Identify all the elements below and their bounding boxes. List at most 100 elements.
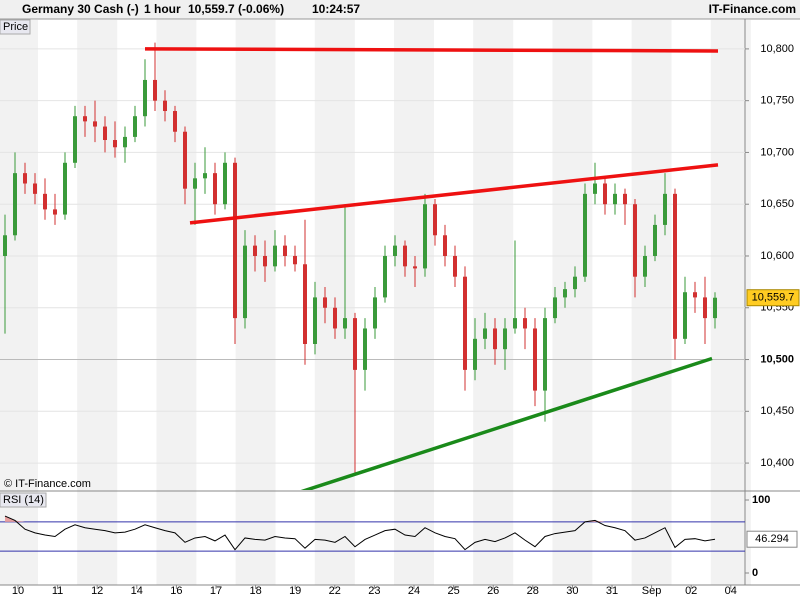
- candle-body: [593, 183, 597, 194]
- last-price-tag: [746, 289, 800, 307]
- candle-body: [683, 292, 687, 339]
- candle-body: [233, 162, 237, 319]
- candle-body: [293, 255, 297, 265]
- candle-body: [483, 328, 487, 339]
- candle-body: [203, 173, 207, 179]
- x-tick-label: 12: [91, 585, 103, 597]
- x-tick-label: 24: [408, 585, 420, 597]
- x-tick-label: 30: [566, 585, 578, 597]
- x-tick-label: 19: [289, 585, 301, 597]
- candle-body: [713, 297, 717, 319]
- candle-body: [113, 140, 117, 148]
- x-tick-label: 10: [12, 585, 24, 597]
- candle-body: [103, 126, 107, 141]
- trendline: [300, 356, 713, 490]
- candle-body: [323, 297, 327, 308]
- day-band: [552, 20, 593, 585]
- rsi-line: [4, 515, 716, 551]
- y-tick-label: 10,400: [760, 457, 794, 469]
- day-band: [235, 20, 276, 585]
- x-tick-label: Sep: [642, 585, 662, 597]
- x-tick-label: 16: [170, 585, 182, 597]
- candle-body: [333, 307, 337, 329]
- day-band: [77, 20, 118, 585]
- x-tick-label: 22: [329, 585, 341, 597]
- candle-body: [63, 162, 67, 215]
- rsi-last-label: 46.294: [755, 533, 789, 545]
- candle-body: [423, 204, 427, 269]
- header-bar: [0, 0, 800, 19]
- title: Germany 30 Cash (-): [22, 2, 139, 16]
- x-tick-label: 31: [606, 585, 618, 597]
- y-tick-label: 10,500: [760, 353, 794, 365]
- candle-body: [163, 100, 167, 112]
- candle-body: [303, 264, 307, 344]
- candle-body: [513, 318, 517, 329]
- candle-body: [273, 245, 277, 267]
- brand: IT-Finance.com: [709, 2, 796, 16]
- candle-body: [173, 111, 177, 132]
- candle-body: [473, 338, 477, 370]
- x-tick-label: 23: [368, 585, 380, 597]
- candle-body: [123, 136, 127, 148]
- x-tick-label: 14: [131, 585, 143, 597]
- x-tick-label: 11: [52, 585, 63, 597]
- candle-body: [443, 235, 447, 256]
- candle-body: [553, 297, 557, 319]
- x-tick-label: 02: [685, 585, 697, 597]
- y-tick-label: 10,750: [760, 95, 794, 107]
- candle-body: [393, 245, 397, 256]
- y-tick-label: 10,600: [760, 250, 794, 262]
- candle-body: [313, 297, 317, 344]
- candle-body: [143, 79, 147, 117]
- candle-body: [623, 193, 627, 205]
- candle-body: [653, 224, 657, 256]
- candle-body: [43, 193, 47, 210]
- candle-body: [353, 318, 357, 370]
- candle-body: [403, 245, 407, 267]
- candle-body: [243, 245, 247, 319]
- candle-body: [153, 79, 157, 101]
- candle-body: [213, 173, 217, 205]
- candle-body: [453, 255, 457, 277]
- candle-body: [3, 235, 7, 256]
- candle-body: [703, 297, 707, 319]
- quote: 10,559.7 (-0.06%): [188, 2, 284, 16]
- candle-body: [663, 193, 667, 225]
- x-tick-label: 17: [210, 585, 222, 597]
- rsi-y-tick-label: 0: [752, 567, 758, 579]
- candle-body: [503, 328, 507, 350]
- candle-body: [583, 193, 587, 277]
- candle-body: [33, 183, 37, 194]
- trendline: [144, 47, 719, 53]
- candle-body: [603, 183, 607, 205]
- y-tick-label: 10,650: [760, 198, 794, 210]
- day-band: [473, 20, 514, 585]
- trendline: [189, 163, 719, 225]
- x-tick-label: 04: [725, 585, 737, 597]
- candle-body: [373, 297, 377, 329]
- candle-body: [343, 318, 347, 329]
- rsi-y-tick-label: 100: [752, 494, 770, 506]
- y-tick-label: 10,450: [760, 405, 794, 417]
- day-band: [156, 20, 197, 585]
- candle-body: [563, 289, 567, 298]
- candle-body: [573, 276, 577, 290]
- candle-body: [643, 255, 647, 277]
- candle-body: [93, 121, 97, 127]
- rsi-label: RSI (14): [3, 494, 44, 506]
- candle-body: [253, 245, 257, 256]
- x-tick-label: 18: [249, 585, 261, 597]
- candle-body: [383, 255, 387, 298]
- candle-body: [633, 204, 637, 277]
- last-price-label: 10,559.7: [752, 292, 795, 304]
- candle-body: [223, 162, 227, 205]
- candle-body: [193, 178, 197, 189]
- rsi-last-tag: [746, 530, 798, 548]
- candle-body: [13, 173, 17, 236]
- candle-body: [523, 318, 527, 329]
- panel-label: Price: [3, 21, 28, 33]
- candle-body: [613, 193, 617, 205]
- x-tick-label: 25: [447, 585, 459, 597]
